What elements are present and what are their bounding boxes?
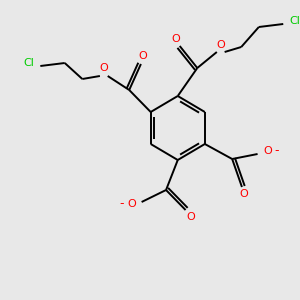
Text: O: O: [263, 146, 272, 156]
Text: -: -: [275, 145, 279, 158]
Text: -: -: [120, 197, 124, 211]
Text: Cl: Cl: [23, 58, 34, 68]
Text: O: O: [128, 199, 136, 209]
Text: O: O: [99, 63, 108, 73]
Text: O: O: [139, 51, 147, 61]
Text: O: O: [186, 212, 195, 222]
Text: O: O: [216, 40, 225, 50]
Text: O: O: [171, 34, 180, 44]
Text: O: O: [239, 189, 248, 199]
Text: Cl: Cl: [290, 16, 300, 26]
